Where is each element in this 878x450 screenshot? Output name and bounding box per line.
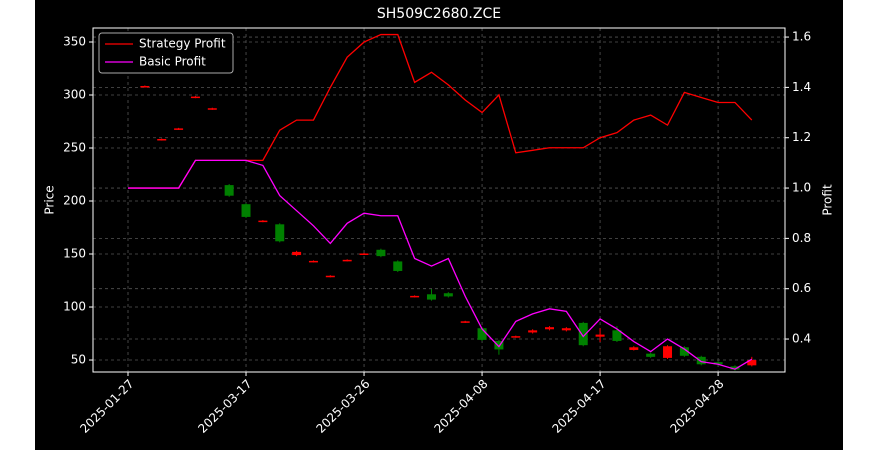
y-tick-label: 150	[63, 247, 86, 261]
y2-tick-label: 0.8	[792, 231, 811, 245]
candle-body	[393, 261, 403, 271]
candle-body	[494, 340, 504, 350]
y2-axis-label: Profit	[821, 184, 835, 216]
candle-body	[359, 253, 369, 255]
candle-body	[730, 366, 740, 370]
candle-body	[325, 275, 335, 278]
candle-body	[713, 362, 723, 365]
candle-body	[140, 85, 150, 88]
y2-tick-label: 1.6	[792, 30, 811, 44]
candle-body	[460, 321, 470, 323]
candle-body	[747, 360, 757, 366]
y2-tick-label: 1.0	[792, 181, 811, 195]
profit-line	[128, 159, 753, 370]
candle-body	[308, 260, 318, 263]
candle-body	[612, 330, 622, 341]
candle-body	[561, 328, 571, 331]
candle-body	[696, 356, 706, 365]
candle-body	[443, 293, 453, 297]
legend-label: Strategy Profit	[139, 37, 226, 51]
y-tick-label: 200	[63, 194, 86, 208]
candle-body	[241, 204, 251, 217]
candle-body	[528, 330, 538, 333]
candle-body	[157, 138, 167, 141]
candle-body	[545, 327, 554, 330]
candle-body	[646, 353, 656, 357]
y-tick-label: 300	[63, 87, 86, 101]
candle-body	[410, 295, 420, 298]
candle-body	[275, 224, 285, 242]
y2-tick-label: 1.4	[792, 80, 811, 94]
candle-body	[207, 108, 217, 110]
candle-body	[679, 347, 689, 356]
y-tick-label: 50	[71, 353, 86, 367]
candle-body	[663, 346, 673, 358]
y-tick-label: 350	[63, 34, 86, 48]
y2-tick-label: 1.2	[792, 130, 811, 144]
y-tick-label: 100	[63, 300, 86, 314]
candle-body	[224, 185, 234, 196]
candle-body	[190, 96, 200, 99]
candle-body	[629, 347, 639, 350]
candle-body	[292, 251, 302, 256]
candle-body	[376, 249, 386, 257]
plot-frame	[92, 27, 786, 373]
candle-body	[595, 334, 605, 337]
y-axis-label: Price	[43, 185, 57, 214]
chart-title: SH509C2680.ZCE	[377, 6, 501, 22]
candle-body	[511, 336, 521, 338]
candle-body	[258, 220, 268, 223]
candle-body	[477, 328, 487, 340]
y-tick-label: 250	[63, 141, 86, 155]
candle-body	[342, 259, 352, 262]
candle-body	[174, 128, 184, 130]
candle-body	[578, 322, 588, 346]
legend-box	[98, 32, 234, 74]
y2-tick-label: 0.4	[792, 332, 811, 346]
y2-tick-label: 0.6	[792, 281, 811, 295]
candle-body	[426, 294, 436, 300]
legend-label: Basic Profit	[139, 55, 206, 69]
figure-background	[35, 0, 843, 450]
